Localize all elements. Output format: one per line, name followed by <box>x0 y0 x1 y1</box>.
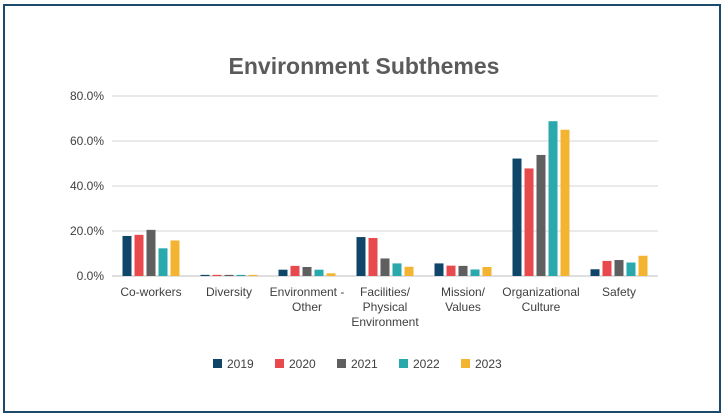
bar-2021-1 <box>146 229 156 276</box>
legend-label-2019: 2019 <box>227 357 254 371</box>
y-tick-label: 0.0% <box>77 269 105 283</box>
bar-2022-7 <box>626 262 636 276</box>
bar-2023-2 <box>248 274 258 276</box>
legend-swatch-2020 <box>275 359 284 368</box>
bar-2022-4 <box>392 263 402 276</box>
x-axis-categories: Co-workers Diversity Environment -OtherFac… <box>120 285 636 329</box>
chart-frame <box>3 4 721 413</box>
bar-2021-5 <box>458 265 468 276</box>
bar-2023-4 <box>404 266 414 276</box>
legend-label-2023: 2023 <box>475 357 502 371</box>
bar-2022-1 <box>158 248 168 276</box>
bar-2019-5 <box>434 263 444 276</box>
bar-2020-5 <box>446 265 456 276</box>
bar-2020-1 <box>134 234 144 276</box>
bar-2020-7 <box>602 260 612 276</box>
grid-lines <box>112 95 658 277</box>
bar-2021-6 <box>536 154 546 276</box>
legend-swatch-2023 <box>461 359 470 368</box>
bar-2019-6 <box>512 158 522 276</box>
bar-2022-2 <box>236 274 246 276</box>
bar-2019-2 <box>200 274 210 276</box>
legend-swatch-2019 <box>213 359 222 368</box>
bar-2021-3 <box>302 267 312 276</box>
legend-swatch-2022 <box>399 359 408 368</box>
y-tick-label: 60.0% <box>70 134 104 148</box>
bar-2021-7 <box>614 260 624 276</box>
category-label: Co-workers <box>120 285 181 299</box>
bar-2021-4 <box>380 258 390 276</box>
bar-2022-3 <box>314 269 324 276</box>
bar-2023-3 <box>326 273 336 276</box>
bar-2022-5 <box>470 269 480 276</box>
bar-2020-4 <box>368 237 378 276</box>
bar-2023-5 <box>482 267 492 276</box>
category-label: Diversity <box>206 285 252 299</box>
bar-2020-6 <box>524 168 534 276</box>
bar-2019-1 <box>122 235 132 276</box>
bar-2019-4 <box>356 237 366 276</box>
bar-2020-2 <box>212 274 222 276</box>
bar-2022-6 <box>548 121 558 276</box>
category-label: Facilities/Physical Environment <box>351 285 419 329</box>
bar-2021-2 <box>224 274 234 276</box>
bars <box>122 121 648 276</box>
category-label: Environment -Other <box>270 285 345 314</box>
bar-2023-7 <box>638 255 648 276</box>
y-axis-ticks: 0.0% 20.0% 40.0% 60.0% 80.0% <box>70 89 104 283</box>
bar-2019-7 <box>590 269 600 276</box>
category-label: Mission/Values <box>441 285 486 314</box>
y-tick-label: 20.0% <box>70 224 104 238</box>
legend: 2019 2020 2021 2022 2023 <box>213 357 502 371</box>
y-tick-label: 80.0% <box>70 89 104 103</box>
legend-label-2021: 2021 <box>351 357 378 371</box>
legend-label-2020: 2020 <box>289 357 316 371</box>
bar-2020-3 <box>290 265 300 276</box>
chart-title: Environment Subthemes <box>229 53 500 79</box>
legend-swatch-2021 <box>337 359 346 368</box>
y-tick-label: 40.0% <box>70 179 104 193</box>
bar-2019-3 <box>278 269 288 276</box>
bar-2023-6 <box>560 129 570 276</box>
category-label: Organizational Culture <box>502 285 579 314</box>
category-label: Safety <box>602 285 636 299</box>
bar-2023-1 <box>170 240 180 276</box>
legend-label-2022: 2022 <box>413 357 440 371</box>
